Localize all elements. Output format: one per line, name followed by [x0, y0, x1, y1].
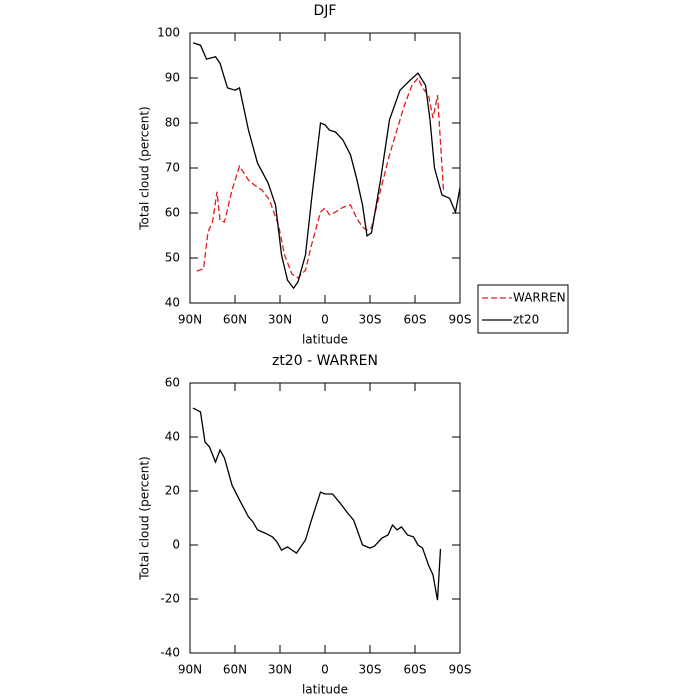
y-tick-label: 60: [165, 206, 180, 220]
y-tick-label: 100: [157, 26, 180, 40]
y-tick-label: 20: [165, 484, 180, 498]
y-tick-label: 40: [165, 430, 180, 444]
x-axis-label: latitude: [302, 333, 348, 347]
x-tick-label: 60N: [223, 313, 247, 327]
chart-title: zt20 - WARREN: [272, 353, 378, 369]
x-tick-label: 90N: [178, 313, 202, 327]
data-line: [196, 76, 445, 279]
legend-label: zt20: [513, 313, 539, 327]
legend-label: WARREN: [513, 291, 566, 305]
x-tick-label: 30N: [268, 313, 292, 327]
y-tick-label: 90: [165, 71, 180, 85]
plot-frame: [189, 32, 461, 304]
x-tick-label: 90S: [449, 663, 472, 677]
x-tick-label: 0: [321, 313, 329, 327]
x-tick-label: 0: [321, 663, 329, 677]
x-tick-label: 30S: [359, 663, 382, 677]
x-tick-label: 30S: [359, 313, 382, 327]
data-line: [192, 42, 461, 290]
y-tick-label: -20: [160, 592, 180, 606]
y-tick-label: -40: [160, 646, 180, 660]
data-line: [192, 407, 442, 601]
x-axis-label: latitude: [302, 683, 348, 697]
x-tick-label: 60N: [223, 663, 247, 677]
plot-frame: [189, 382, 461, 654]
y-axis-label: Total cloud (percent): [138, 106, 152, 230]
x-tick-label: 30N: [268, 663, 292, 677]
panel: DJF latitude Total cloud (percent) 40 50 60 70…: [138, 3, 569, 347]
chart-title: DJF: [314, 3, 337, 19]
x-tick-label: 60S: [404, 663, 427, 677]
x-tick-label: 90S: [449, 313, 472, 327]
y-tick-label: 80: [165, 116, 180, 130]
y-tick-label: 50: [165, 251, 180, 265]
panel: zt20 - WARREN latitude Total cloud (percen…: [138, 353, 472, 697]
y-tick-label: 0: [172, 538, 180, 552]
y-axis-label: Total cloud (percent): [138, 456, 152, 580]
y-tick-label: 70: [165, 161, 180, 175]
legend-box: [477, 284, 569, 334]
y-tick-label: 60: [165, 376, 180, 390]
x-tick-label: 60S: [404, 313, 427, 327]
y-tick-label: 40: [165, 296, 180, 310]
x-tick-label: 90N: [178, 663, 202, 677]
